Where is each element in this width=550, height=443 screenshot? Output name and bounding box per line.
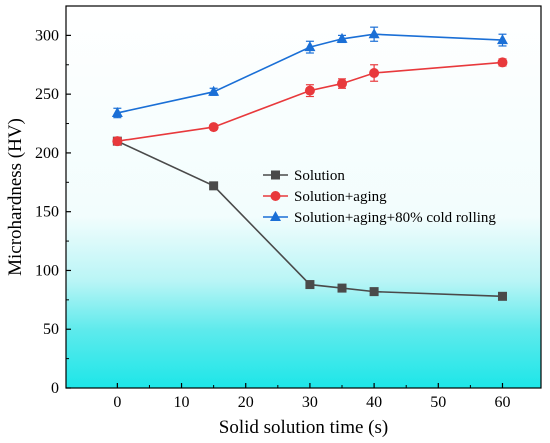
data-point [112, 136, 123, 147]
plot-background [66, 6, 541, 388]
x-tick-label: 30 [302, 394, 318, 411]
legend-label: Solution+aging+80% cold rolling [294, 210, 496, 226]
data-point [209, 181, 219, 191]
legend-marker [271, 170, 280, 180]
data-point [111, 106, 123, 117]
y-tick-label: 150 [35, 204, 59, 221]
series-line [117, 61, 503, 142]
x-tick-label: 0 [113, 394, 121, 411]
series-line [117, 140, 503, 298]
y-tick-label: 0 [51, 380, 59, 397]
data-point [304, 85, 315, 96]
y-tick-label: 100 [35, 262, 59, 279]
legend-marker [270, 211, 281, 221]
data-point [337, 78, 348, 89]
series-2 [111, 26, 508, 119]
data-point [304, 41, 316, 52]
data-point [208, 85, 220, 96]
legend-label: Solution [294, 168, 345, 184]
y-tick-label: 250 [35, 86, 59, 103]
data-point [496, 34, 508, 45]
series-layer [111, 26, 508, 301]
y-tick-label: 300 [35, 27, 59, 44]
series-line [117, 33, 503, 114]
plot-frame [65, 5, 542, 389]
x-tick-label: 10 [174, 394, 190, 411]
data-point [305, 280, 315, 290]
data-point [369, 67, 380, 78]
legend-label: Solution+aging [294, 189, 387, 205]
x-tick-label: 20 [238, 394, 254, 411]
data-point [497, 291, 507, 301]
y-tick-label: 50 [43, 321, 59, 338]
legend-marker [270, 191, 281, 201]
data-point [336, 32, 348, 43]
axes: 0 50 100 150 200 250 300 0 10 20 30 40 50 60 [35, 27, 510, 411]
y-tick-label: 200 [35, 145, 59, 162]
x-tick-label: 60 [494, 394, 510, 411]
data-point [497, 57, 508, 68]
data-point [337, 283, 347, 293]
legend: Solution Solution+aging Solution+aging+80%… [263, 168, 496, 226]
data-point [368, 28, 380, 39]
x-tick-label: 40 [366, 394, 382, 411]
x-axis-title: Solid solution time (s) [219, 417, 388, 438]
series-1 [112, 57, 508, 147]
x-tick-label: 50 [430, 394, 446, 411]
data-point [369, 287, 379, 297]
y-axis-title: Microhardness (HV) [5, 118, 26, 276]
data-point [208, 122, 219, 133]
